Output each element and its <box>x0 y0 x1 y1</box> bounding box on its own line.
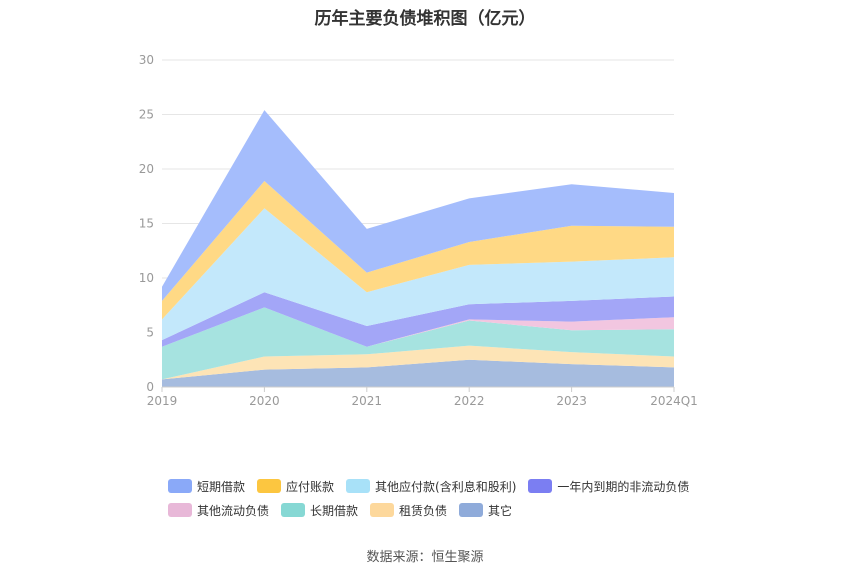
x-tick-label: 2021 <box>352 394 383 408</box>
chart-title: 历年主要负债堆积图（亿元） <box>314 9 536 29</box>
legend-item[interactable]: 应付账款 <box>257 478 334 495</box>
legend-row-2: 其他流动负债 长期借款 租赁负债 其它 <box>168 498 728 522</box>
legend-swatch <box>459 503 484 517</box>
legend-item[interactable]: 一年内到期的非流动负债 <box>528 478 689 495</box>
source-note: 数据来源：恒生聚源 <box>366 550 484 565</box>
area-series <box>162 181 674 320</box>
legend-label: 其他应付款(含利息和股利) <box>375 479 517 494</box>
area-series <box>162 208 674 341</box>
x-tick-label: 2022 <box>454 394 485 408</box>
legend-item[interactable]: 租赁负债 <box>370 502 447 519</box>
y-tick-label: 30 <box>139 53 154 67</box>
legend-swatch <box>281 503 306 517</box>
x-tick-label: 2020 <box>249 394 280 408</box>
y-tick-label: 15 <box>139 217 154 231</box>
legend-label: 租赁负债 <box>399 503 448 518</box>
area-series <box>162 292 674 347</box>
area-series <box>162 345 674 380</box>
x-tick-label: 2019 <box>147 394 178 408</box>
legend-item[interactable]: 其他流动负债 <box>168 502 269 519</box>
legend-row-1: 短期借款 应付账款 其他应付款(含利息和股利) 一年内到期的非流动负债 <box>168 474 728 498</box>
y-tick-label: 25 <box>139 108 154 122</box>
y-tick-label: 20 <box>139 162 154 176</box>
legend-label: 应付账款 <box>286 479 335 494</box>
area-series <box>162 359 674 387</box>
legend-swatch <box>370 503 395 517</box>
legend: 短期借款 应付账款 其他应付款(含利息和股利) 一年内到期的非流动负债 其他流动… <box>168 474 728 522</box>
y-tick-label: 10 <box>139 271 154 285</box>
legend-label: 一年内到期的非流动负债 <box>557 479 690 494</box>
legend-label: 短期借款 <box>197 479 246 494</box>
legend-item[interactable]: 其他应付款(含利息和股利) <box>346 478 516 495</box>
x-tick-label: 2023 <box>556 394 587 408</box>
legend-item[interactable]: 短期借款 <box>168 478 245 495</box>
legend-item[interactable]: 其它 <box>459 502 512 519</box>
area-series <box>162 110 674 301</box>
legend-swatch <box>257 479 282 493</box>
legend-swatch <box>168 479 192 493</box>
legend-swatch <box>346 479 371 493</box>
legend-swatch <box>528 479 553 493</box>
y-tick-label: 5 <box>146 326 154 340</box>
legend-swatch <box>168 503 192 517</box>
legend-item[interactable]: 长期借款 <box>281 502 358 519</box>
legend-label: 其他流动负债 <box>197 503 270 518</box>
legend-label: 长期借款 <box>310 503 359 518</box>
area-series <box>162 307 674 347</box>
area-series <box>162 307 674 380</box>
x-tick-label: 2024Q1 <box>650 394 698 408</box>
y-tick-label: 0 <box>146 380 154 394</box>
legend-label: 其它 <box>488 503 513 518</box>
